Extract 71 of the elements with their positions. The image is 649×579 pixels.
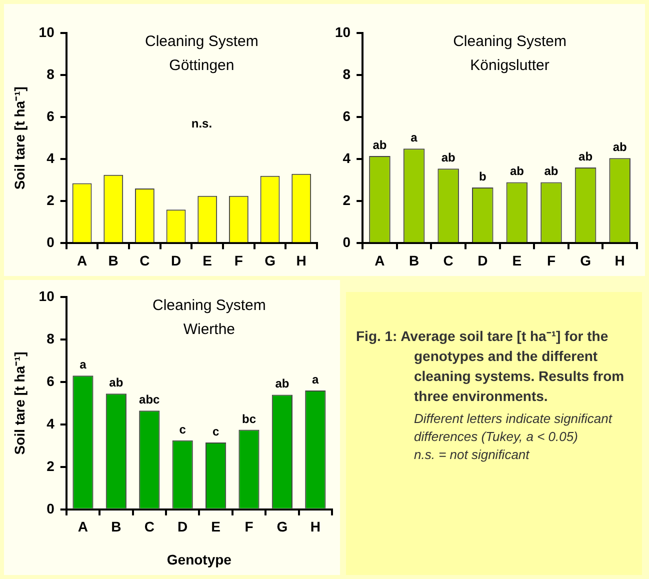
x-tick-label: A bbox=[374, 252, 385, 268]
data-label: ab bbox=[510, 164, 524, 178]
data-label: a bbox=[80, 358, 87, 372]
data-label: a bbox=[410, 130, 418, 145]
data-label: a bbox=[312, 372, 320, 386]
y-axis-title: Soil tare [t ha⁻¹] bbox=[11, 352, 28, 455]
y-tick-label: 8 bbox=[342, 66, 351, 82]
x-tick-label: H bbox=[614, 252, 625, 268]
text: Wierthe bbox=[183, 321, 236, 338]
x-tick-label: E bbox=[512, 252, 522, 268]
y-tick-label: 0 bbox=[342, 234, 351, 250]
x-tick-label: H bbox=[296, 252, 306, 268]
x-tick-label: D bbox=[478, 252, 488, 268]
chart-title: Cleaning System bbox=[453, 33, 566, 50]
text: Göttingen bbox=[169, 57, 234, 74]
text: n.s. = not significant bbox=[413, 446, 531, 464]
x-tick-label: H bbox=[310, 518, 320, 535]
x-tick-label: E bbox=[202, 252, 212, 268]
data-label: bc bbox=[242, 412, 256, 426]
y-tick-label: 4 bbox=[342, 150, 351, 166]
chart-title: Cleaning System bbox=[144, 33, 258, 50]
data-label: c bbox=[179, 422, 186, 436]
x-tick-label: D bbox=[170, 252, 182, 268]
x-tick-label: B bbox=[111, 518, 122, 535]
x-tick-label: A bbox=[76, 252, 88, 268]
x-tick-label: A bbox=[78, 518, 88, 535]
y-tick-label: 4 bbox=[46, 415, 55, 432]
y-tick-label: 0 bbox=[46, 500, 55, 516]
data-label: c bbox=[212, 424, 220, 438]
x-tick-label: G bbox=[264, 252, 276, 268]
y-tick-label: 6 bbox=[342, 108, 351, 124]
y-tick-label: 4 bbox=[46, 150, 55, 166]
data-label: ab bbox=[578, 150, 593, 164]
y-axis-title: Soil tare [t ha⁻¹] bbox=[11, 86, 28, 190]
x-tick-label: F bbox=[234, 252, 244, 268]
x-tick-label: B bbox=[408, 252, 420, 268]
x-tick-label: B bbox=[108, 252, 118, 268]
x-tick-label: C bbox=[140, 252, 150, 268]
x-axis-title: Genotype bbox=[166, 551, 232, 568]
data-label: abc bbox=[139, 392, 160, 407]
data-label: ab bbox=[372, 138, 387, 152]
x-tick-label: G bbox=[580, 252, 592, 268]
data-label: ab bbox=[612, 140, 627, 154]
y-tick-label: 8 bbox=[46, 66, 55, 82]
data-label: ab bbox=[275, 376, 290, 391]
data-label: ab bbox=[109, 376, 124, 390]
y-tick-label: 2 bbox=[46, 458, 55, 474]
y-tick-label: 6 bbox=[46, 108, 55, 124]
data-label: ab bbox=[544, 164, 558, 178]
x-tick-label: E bbox=[211, 518, 220, 535]
data-label: ab bbox=[441, 150, 456, 165]
y-tick-label: 10 bbox=[38, 288, 55, 304]
y-tick-label: 8 bbox=[46, 330, 55, 346]
annotation: n.s. bbox=[191, 116, 212, 131]
text: Königslutter bbox=[470, 57, 550, 74]
text: Different letters indicate significant differences (Tukey, a < 0.05) bbox=[413, 410, 614, 446]
chart-title: Cleaning System bbox=[152, 297, 266, 314]
y-tick-label: 10 bbox=[334, 24, 351, 40]
x-tick-label: D bbox=[178, 518, 188, 535]
data-label: b bbox=[478, 169, 486, 184]
y-tick-label: 0 bbox=[46, 234, 55, 250]
x-tick-label: F bbox=[546, 252, 556, 268]
y-tick-label: 10 bbox=[38, 24, 55, 40]
y-tick-label: 2 bbox=[342, 192, 351, 208]
x-tick-label: G bbox=[276, 518, 288, 535]
text: Fig. 1: Average soil tare [t ha⁻¹] for the genotypes and the different cleaning systems. Results from three environments. bbox=[356, 327, 626, 406]
y-tick-label: 2 bbox=[46, 192, 55, 208]
x-tick-label: C bbox=[144, 518, 154, 535]
y-tick-label: 6 bbox=[46, 372, 55, 389]
x-tick-label: F bbox=[244, 518, 254, 535]
x-tick-label: C bbox=[443, 252, 454, 268]
